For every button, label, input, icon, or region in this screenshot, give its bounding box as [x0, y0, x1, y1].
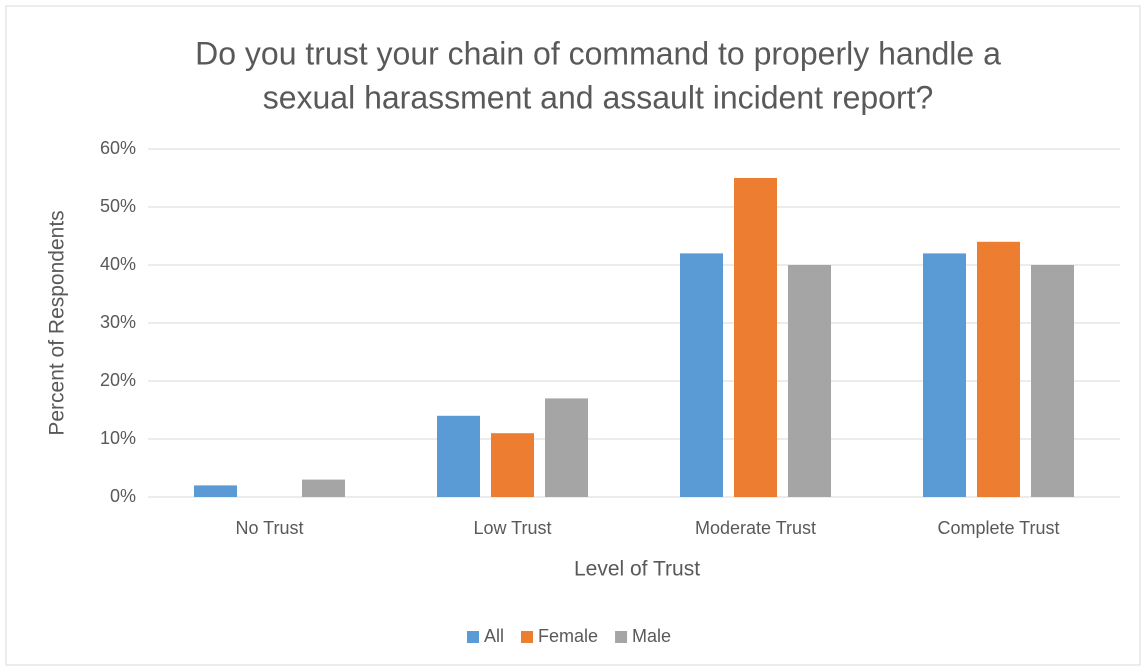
y-axis-title: Percent of Respondents — [46, 210, 69, 435]
legend-swatch — [467, 631, 479, 643]
chart-title: sexual harassment and assault incident r… — [263, 79, 934, 115]
bar — [1031, 265, 1074, 497]
legend-swatch — [615, 631, 628, 643]
bar — [788, 265, 831, 497]
bar — [680, 253, 723, 497]
legend-label: All — [484, 626, 504, 646]
legend-label: Female — [538, 626, 598, 646]
y-tick-label: 20% — [100, 370, 136, 390]
x-axis-title: Level of Trust — [574, 558, 700, 581]
bar — [437, 415, 480, 497]
bar — [734, 178, 777, 497]
bar — [545, 398, 588, 497]
x-tick-label: Low Trust — [473, 518, 551, 538]
legend-label: Male — [632, 626, 671, 646]
x-tick-label: Moderate Trust — [695, 518, 816, 538]
y-tick-label: 30% — [100, 312, 136, 332]
y-tick-label: 40% — [100, 254, 136, 274]
x-tick-label: No Trust — [235, 518, 303, 538]
y-tick-label: 50% — [100, 196, 136, 216]
bar — [977, 241, 1020, 497]
x-tick-label: Complete Trust — [937, 518, 1059, 538]
chart-title: Do you trust your chain of command to pr… — [195, 35, 1001, 71]
y-tick-label: 10% — [100, 428, 136, 448]
bar — [491, 433, 534, 497]
legend-swatch — [521, 631, 534, 643]
bar — [302, 479, 345, 497]
y-tick-label: 60% — [100, 138, 136, 158]
bar — [923, 253, 966, 497]
bar — [194, 485, 237, 497]
y-tick-label: 0% — [110, 486, 136, 506]
